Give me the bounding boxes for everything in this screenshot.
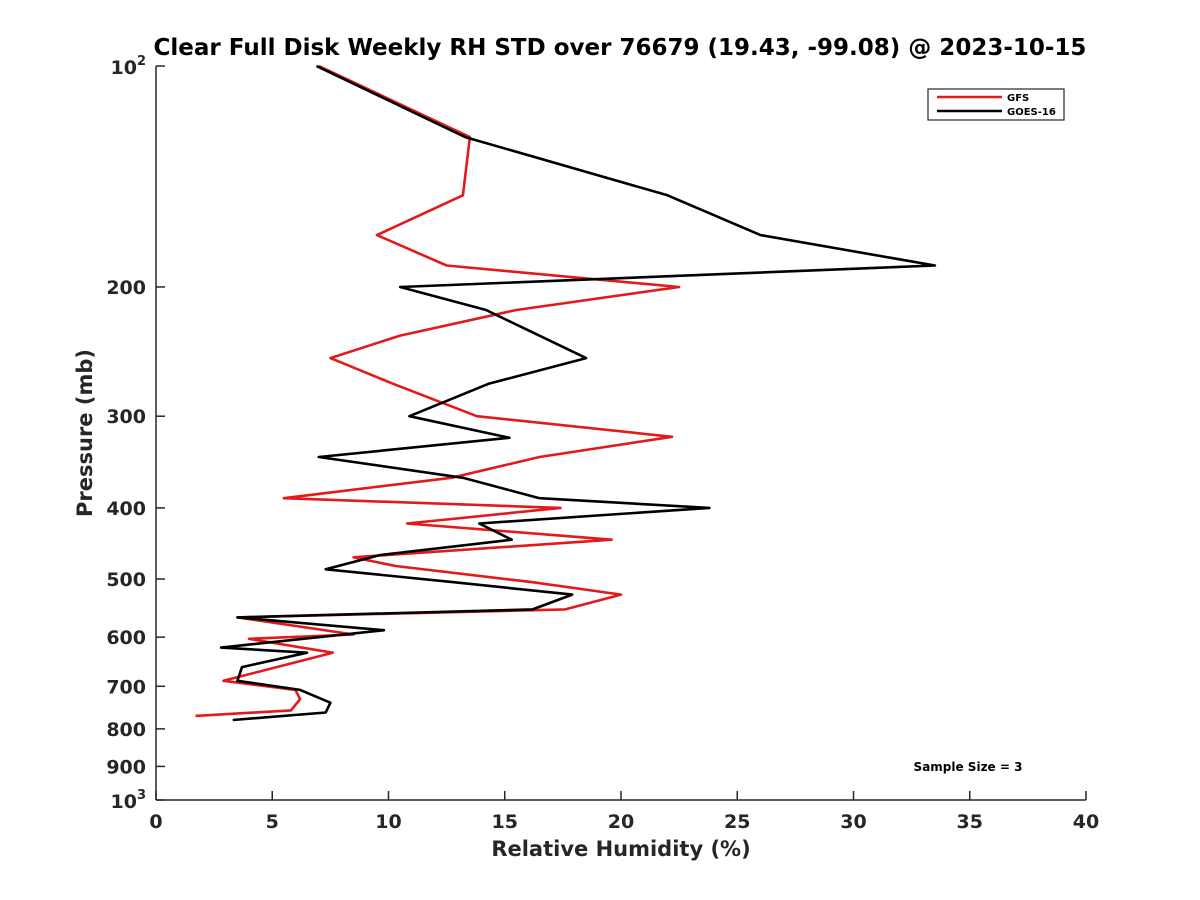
x-tick-label: 10 [375,811,401,833]
legend-label-gfs: GFS [1007,93,1029,104]
series-line-goes16 [219,64,937,722]
x-tick-label: 40 [1073,811,1099,833]
y-tick-label: 500 [106,569,146,591]
y-tick-label: 102 [111,54,147,79]
legend: GFS GOES-16 [927,88,1065,121]
x-tick-label: 35 [957,811,983,833]
y-tick-label: 800 [106,719,146,741]
series-line-gfs [195,64,681,718]
y-tick-label: 103 [111,788,147,813]
x-tick-label: 0 [149,811,162,833]
y-tick-label: 400 [106,498,146,520]
y-tick-label: 700 [106,676,146,698]
y-tick-label: 200 [106,277,146,299]
sample-size-note: Sample Size = 3 [914,760,1023,774]
y-tick-label: 600 [106,627,146,649]
x-tick-label: 30 [840,811,866,833]
x-tick-label: 5 [266,811,279,833]
y-tick-label: 300 [106,406,146,428]
series-layer [195,64,937,722]
x-tick-label: 25 [724,811,750,833]
y-ticks: 102 200 300 400 500 600 700 800 900 103 [106,54,165,813]
x-ticks: 0 5 10 15 20 25 30 35 40 [149,791,1099,833]
chart-title: Clear Full Disk Weekly RH STD over 76679… [154,35,1087,61]
x-tick-label: 20 [608,811,634,833]
legend-box [927,88,1065,121]
y-tick-label: 900 [106,756,146,778]
legend-label-goes16: GOES-16 [1007,107,1056,118]
y-axis-label: Pressure (mb) [73,349,97,517]
x-axis-label: Relative Humidity (%) [491,837,750,861]
x-tick-label: 15 [492,811,518,833]
